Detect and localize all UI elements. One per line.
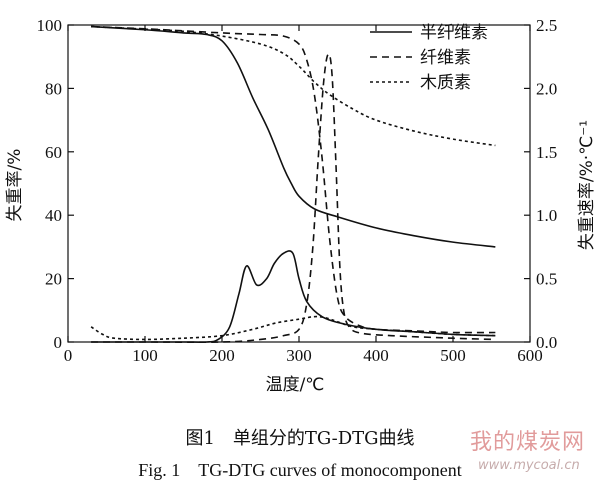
y-right-tick-label: 0.0	[536, 333, 557, 352]
x-tick-label: 200	[209, 346, 235, 365]
y-left-tick-label: 40	[45, 206, 62, 225]
watermark-text: 我的煤炭网	[470, 430, 586, 455]
legend: 半纤维素 纤维素 木质素	[370, 23, 488, 93]
figure-caption-english: Fig. 1 TG-DTG curves of monocomponent	[138, 460, 462, 480]
y-right-axis-title: 失重速率/%·℃⁻¹	[577, 120, 597, 250]
series-lines	[90, 25, 496, 343]
y-right-tick-label: 1.0	[536, 206, 557, 225]
x-tick-label: 0	[64, 346, 73, 365]
figure-caption-chinese: 图1 单组分的TG-DTG曲线	[185, 428, 415, 449]
series-cellulose-dtg-line	[91, 53, 496, 343]
series-cellulose-tg-line	[91, 25, 496, 334]
x-tick-label: 500	[440, 346, 466, 365]
series-hemicellulose-dtg-line	[91, 250, 496, 343]
tg-dtg-chart: 0 100 200 300 400 500 600 0 20 40 60 80 100 0.0 0.5 1…	[5, 16, 597, 395]
y-left-tick-label: 100	[37, 16, 63, 35]
x-axis-title: 温度/℃	[266, 375, 325, 395]
y-right-tick-label: 1.5	[536, 143, 557, 162]
y-right-tick-label: 2.0	[536, 79, 557, 98]
series-lignin-dtg-line	[90, 315, 496, 341]
y-right-tick-label: 2.5	[536, 16, 557, 35]
legend-label-hemicellulose: 半纤维素	[420, 23, 488, 43]
y-left-tick-label: 0	[54, 333, 63, 352]
y-left-tick-label: 20	[45, 270, 62, 289]
y-left-axis-title: 失重率/%	[5, 149, 25, 222]
x-tick-label: 300	[286, 346, 312, 365]
x-tick-label: 100	[132, 346, 158, 365]
y-right-axis-ticks: 0.0 0.5 1.0 1.5 2.0 2.5	[524, 16, 557, 352]
legend-label-lignin: 木质素	[420, 73, 471, 93]
y-left-axis-ticks: 0 20 40 60 80 100	[37, 16, 74, 352]
y-right-tick-label: 0.5	[536, 270, 557, 289]
x-tick-label: 600	[517, 346, 543, 365]
y-left-tick-label: 60	[45, 143, 62, 162]
y-left-tick-label: 80	[45, 79, 62, 98]
x-axis-ticks: 0 100 200 300 400 500 600	[64, 25, 543, 365]
x-tick-label: 400	[363, 346, 389, 365]
legend-label-cellulose: 纤维素	[420, 48, 471, 68]
watermark-url: www.mycoal.cn	[478, 458, 580, 473]
